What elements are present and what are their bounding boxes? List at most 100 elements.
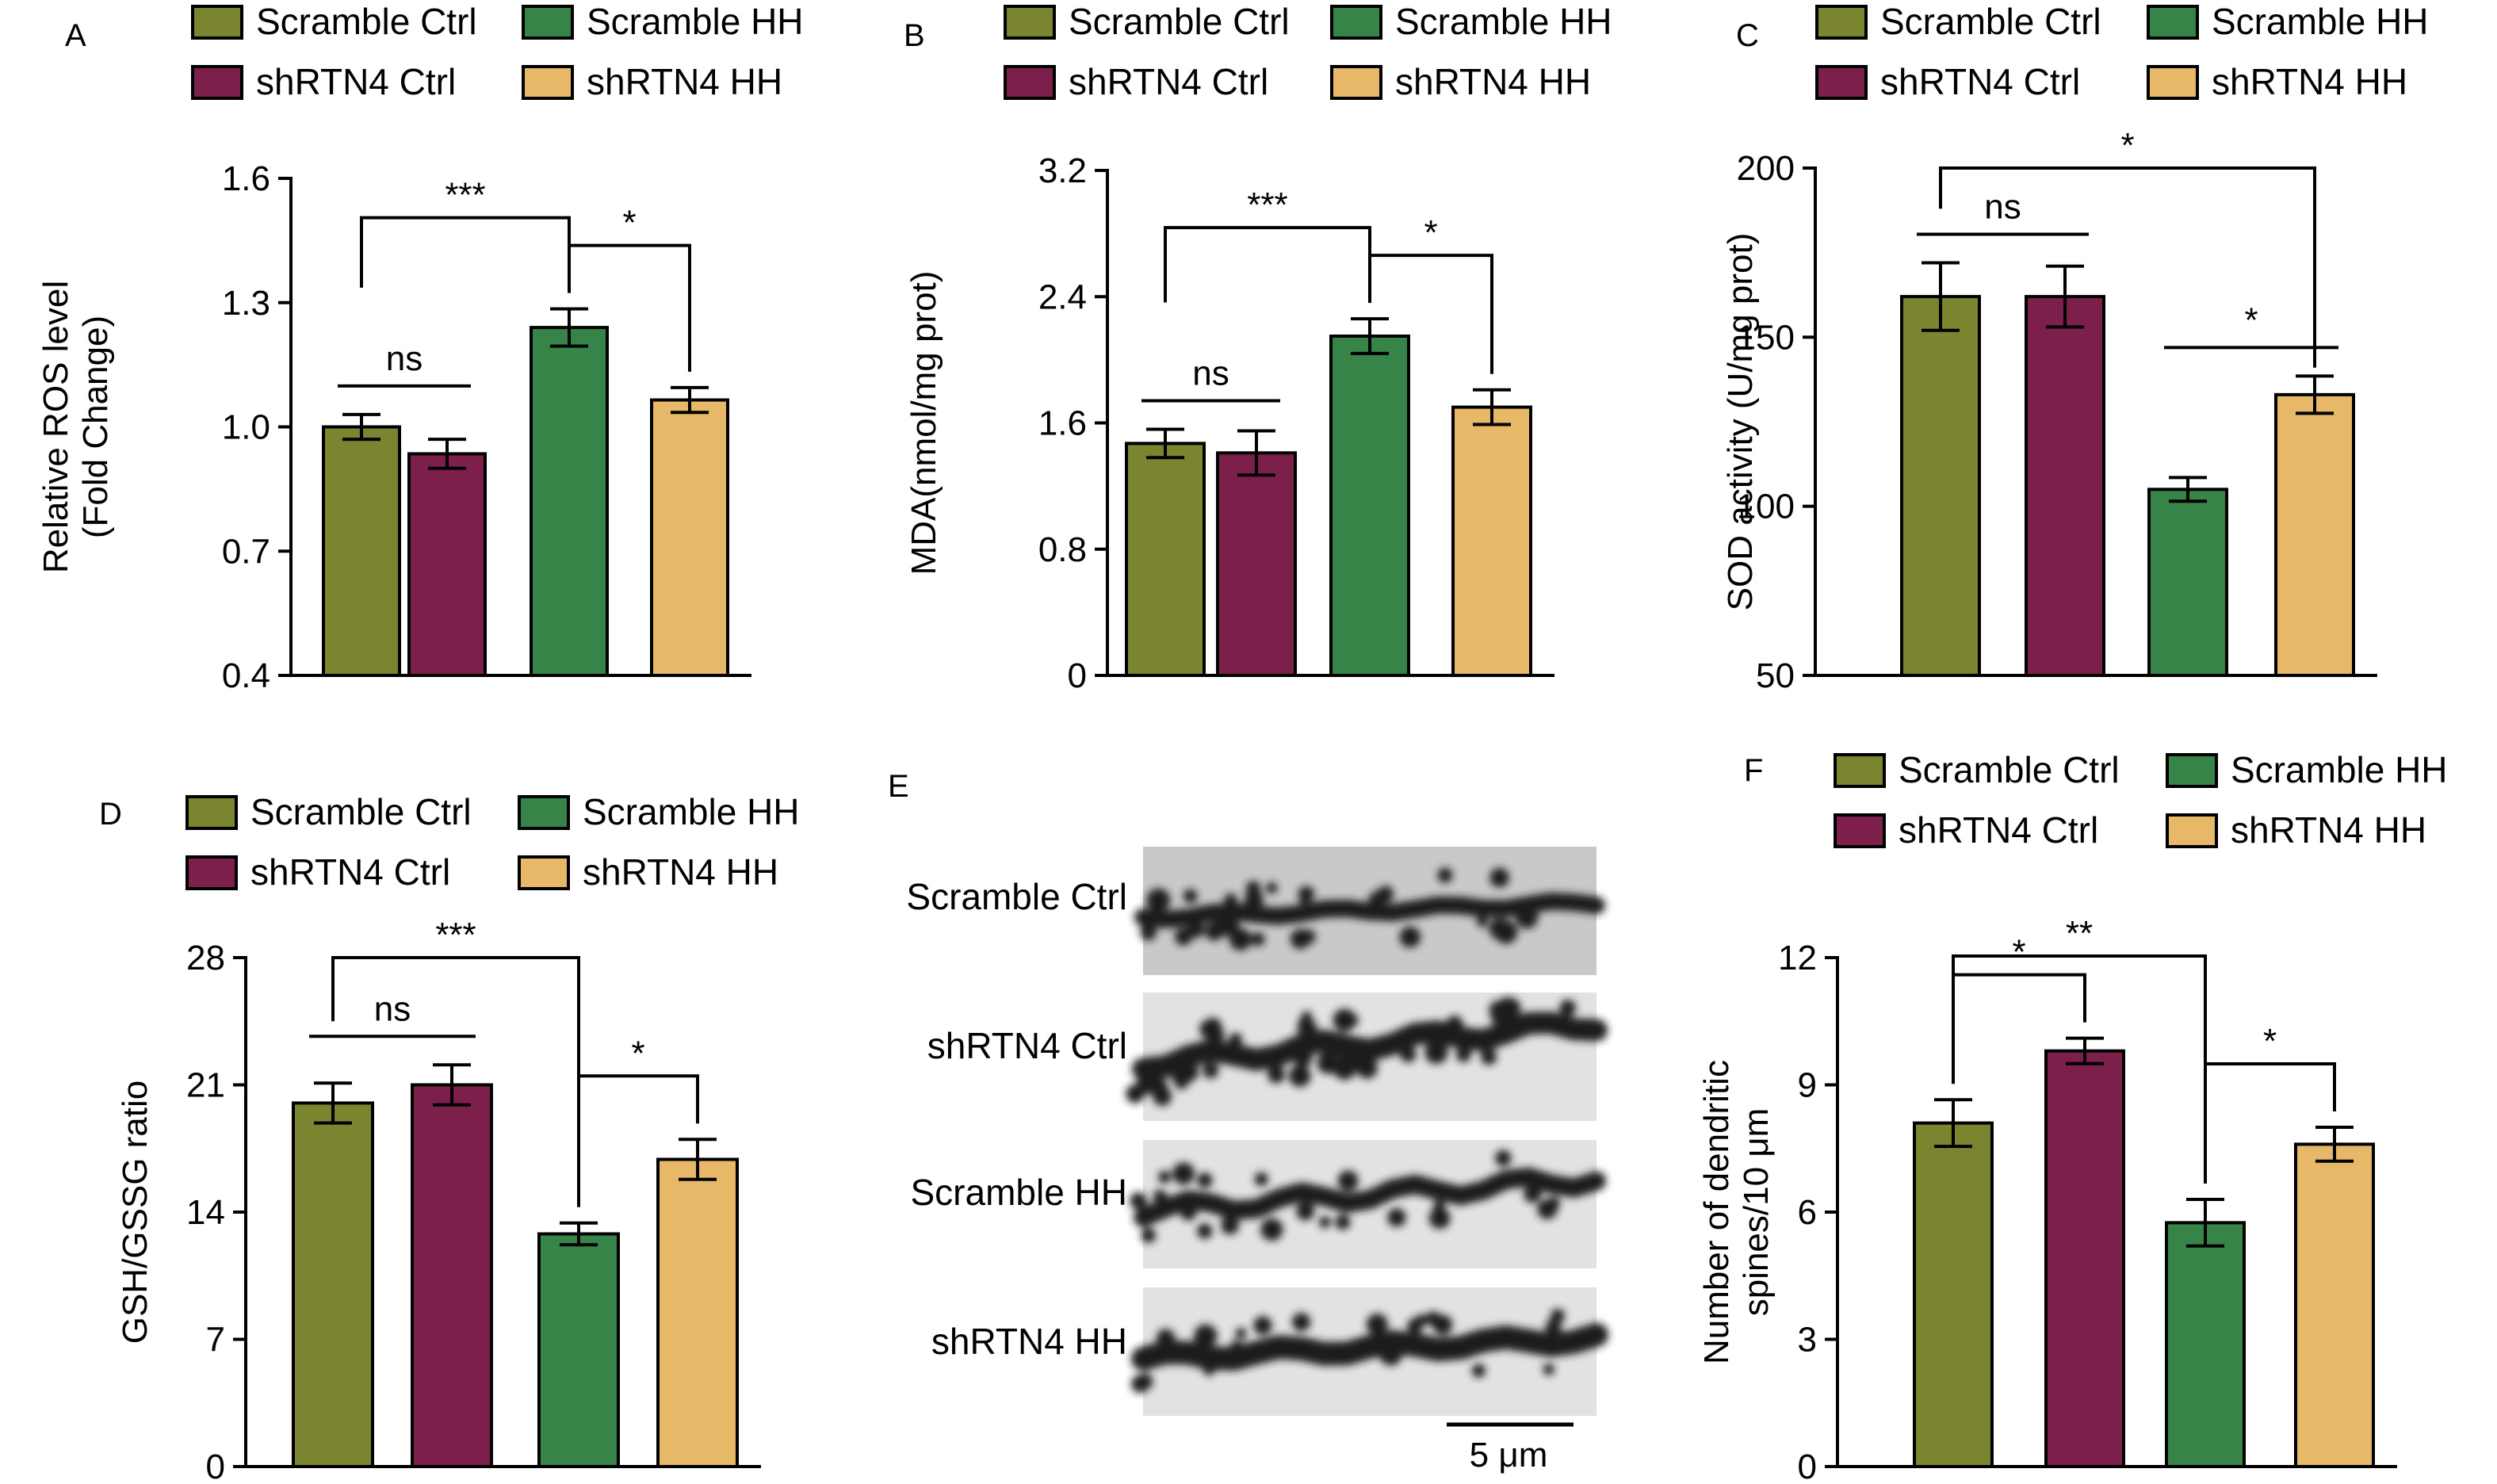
legend-swatch — [2166, 753, 2218, 788]
micrograph-strip — [1130, 1140, 1606, 1268]
bar — [1125, 442, 1206, 677]
bar — [2147, 488, 2228, 677]
bar — [1216, 451, 1297, 678]
y-tick-label: 0 — [206, 1448, 225, 1484]
chart-panel-d: D Scramble Ctrl Scramble HH shRTN4 Ctrl shRT… — [99, 791, 800, 1484]
panel-letter: B — [904, 18, 925, 53]
legend-label: Scramble Ctrl — [250, 791, 472, 832]
bar — [656, 1157, 739, 1469]
significance-bracket — [360, 216, 571, 288]
dendrite-spine — [1153, 1087, 1172, 1107]
chart-panel-c: C Scramble Ctrl Scramble HH shRTN4 Ctrl shRT… — [1721, 1, 2429, 695]
legend-swatch — [522, 5, 574, 40]
y-tick-label: 150 — [1737, 318, 1795, 357]
panel-e-row-label: Scramble Ctrl — [906, 876, 1127, 917]
dendrite-spine — [1199, 1019, 1219, 1039]
y-tick-label: 0 — [1068, 656, 1087, 695]
y-tick-label: 1.6 — [1038, 404, 1087, 443]
dendrite-spine — [1203, 1363, 1216, 1376]
dendrite-spine — [1337, 1170, 1359, 1191]
legend-label: Scramble Ctrl — [256, 1, 477, 42]
y-tick-label: 0 — [1798, 1448, 1817, 1484]
y-tick-label: 21 — [186, 1066, 225, 1105]
dendrite-spine — [1387, 1208, 1406, 1227]
y-tick-label: 100 — [1737, 488, 1795, 526]
y-tick-label: 14 — [186, 1193, 225, 1232]
dendrite-spine — [1338, 1048, 1359, 1069]
bar — [1913, 1121, 1994, 1469]
legend-label: Scramble HH — [2231, 749, 2448, 790]
bar — [2294, 1142, 2375, 1469]
dendrite-spine — [1260, 1218, 1283, 1241]
dendrite-spine — [1366, 1314, 1388, 1336]
dendrite-spine — [1291, 1313, 1311, 1332]
y-axis-label: spines/10 μm — [1737, 1108, 1776, 1317]
dendrite-spine — [1490, 1004, 1512, 1027]
dendrite-spine — [1481, 1049, 1497, 1065]
dendrite-spine — [1335, 1214, 1351, 1230]
y-tick-label: 1.0 — [222, 408, 270, 447]
significance-label: *** — [445, 176, 485, 215]
y-axis-label: Number of dendritic — [1697, 1060, 1736, 1364]
significance-label: *** — [1247, 186, 1287, 224]
y-tick-label: 9 — [1798, 1066, 1817, 1105]
legend-label: Scramble HH — [583, 791, 800, 832]
panel-e-row-label: shRTN4 HH — [931, 1321, 1127, 1362]
significance-bracket — [577, 1074, 699, 1207]
dendrite-spine — [1515, 905, 1539, 929]
y-tick-label: 50 — [1756, 656, 1795, 695]
dendrite-spine — [1524, 1185, 1542, 1203]
panel-letter: D — [99, 797, 122, 832]
dendrite-spine — [1136, 1074, 1156, 1094]
legend-label: shRTN4 HH — [2212, 61, 2407, 102]
bar — [530, 326, 609, 677]
legend-label: shRTN4 HH — [587, 61, 782, 102]
legend-label: shRTN4 HH — [1395, 61, 1591, 102]
micrograph-strip — [1126, 993, 1608, 1121]
legend-swatch — [1004, 5, 1056, 40]
bar — [1900, 295, 1981, 677]
dendrite-spine — [1547, 1196, 1561, 1211]
dendrite-spine — [1235, 1328, 1247, 1340]
significance-bracket — [1368, 254, 1493, 374]
legend-swatch — [2166, 813, 2218, 848]
dendrite-spine — [1379, 1343, 1402, 1366]
panel-e-row-label: Scramble HH — [910, 1172, 1127, 1213]
dendrite-spine — [1471, 1364, 1486, 1378]
dendrite-spine — [1545, 1319, 1562, 1336]
dendrite-spine — [1266, 882, 1278, 894]
bar — [650, 398, 729, 677]
dendrite-spine — [1224, 893, 1237, 908]
significance-label: ns — [374, 989, 411, 1028]
legend-label: Scramble Ctrl — [1880, 1, 2101, 42]
legend-label: shRTN4 Ctrl — [1899, 809, 2098, 851]
y-tick-label: 200 — [1737, 149, 1795, 188]
dendrite-shaft — [1131, 1322, 1608, 1371]
dendrite-spine — [1253, 1316, 1272, 1335]
legend-label: shRTN4 Ctrl — [256, 61, 456, 102]
y-tick-label: 2.4 — [1038, 277, 1087, 316]
significance-label: * — [631, 1034, 644, 1073]
dendrite-spine — [1297, 1019, 1313, 1035]
dendrite-spine — [1318, 1216, 1331, 1229]
dendrite-spine — [1293, 1048, 1313, 1068]
y-axis-label: SOD activity (U/mg prot) — [1721, 233, 1760, 611]
chart-panel-b: B Scramble Ctrl Scramble HH shRTN4 Ctrl shRT… — [904, 1, 1612, 695]
dendrite-spine — [1489, 918, 1510, 939]
legend-swatch — [522, 65, 574, 100]
dendrite-spine — [1415, 1314, 1428, 1326]
micrograph-strip — [1134, 847, 1605, 975]
significance-bracket — [2204, 1062, 2336, 1184]
bar — [1329, 335, 1410, 677]
dendrite-spine — [1400, 1046, 1417, 1063]
y-axis-label: (Fold Change) — [76, 316, 115, 538]
legend-label: shRTN4 HH — [583, 851, 778, 893]
bar — [2274, 392, 2355, 677]
panel-e-row-label: shRTN4 Ctrl — [927, 1025, 1127, 1066]
dendrite-spine — [1559, 1000, 1577, 1016]
dendrite-spine — [1221, 1216, 1239, 1235]
dendrite-spine — [1197, 1172, 1213, 1188]
legend-label: Scramble Ctrl — [1899, 749, 2120, 790]
significance-label: ns — [386, 339, 423, 378]
